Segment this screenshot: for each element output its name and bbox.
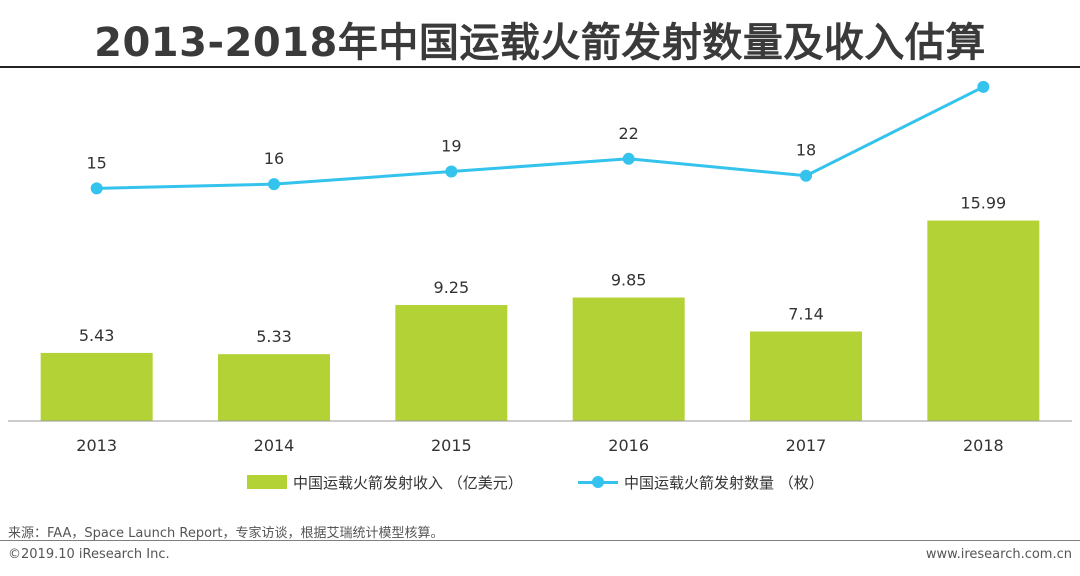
chart-title: 2013-2018年中国运载火箭发射数量及收入估算 [94, 20, 986, 66]
bar-2016 [572, 297, 685, 421]
bar-label-2013: 5.43 [79, 326, 115, 345]
line-label-2018: 39 [973, 70, 993, 71]
bar-label-2015: 9.25 [434, 278, 470, 297]
title-divider [0, 66, 1080, 68]
line-label-2017: 18 [796, 141, 816, 160]
source-note: 来源：FAA，Space Launch Report，专家访谈，根据艾瑞统计模型… [8, 526, 444, 541]
copyright-text: ©2019.10 iResearch Inc. [8, 547, 170, 562]
line-label-2013: 15 [86, 153, 106, 172]
x-tick-label-2014: 2014 [254, 436, 295, 455]
website-link[interactable]: www.iresearch.com.cn [925, 547, 1072, 562]
footer-divider [0, 540, 1080, 541]
combo-chart: 5.43 5.33 9.25 9.85 7.14 15.99 2013 2014 2015 201… [8, 70, 1072, 455]
line-point-2016 [622, 152, 635, 165]
bar-2014 [218, 354, 330, 421]
bar-2017 [750, 331, 862, 421]
bar-label-2014: 5.33 [256, 327, 292, 346]
line-point-2015 [445, 165, 458, 178]
x-tick-label-2015: 2015 [431, 436, 472, 455]
bar-label-2016: 9.85 [611, 271, 647, 290]
line-point-2018 [977, 80, 990, 93]
bar-2018 [927, 220, 1040, 421]
legend-bar-swatch [247, 475, 287, 489]
series-line-launch-count [96, 85, 985, 190]
bar-label-2017: 7.14 [788, 304, 824, 323]
line-label-2015: 19 [441, 136, 461, 155]
line-label-2016: 22 [618, 124, 638, 143]
x-tick-label-2016: 2016 [608, 436, 649, 455]
line-label-2014: 16 [264, 149, 284, 168]
bar-2015 [395, 305, 508, 421]
x-tick-label-2017: 2017 [786, 436, 827, 455]
bar-label-2018: 15.99 [960, 194, 1006, 213]
legend-item-count: 中国运载火箭发射数量 （枚） [578, 470, 824, 494]
bar-2013 [40, 352, 153, 421]
line-point-2014 [268, 178, 280, 191]
x-tick-label-2018: 2018 [963, 436, 1004, 455]
chart-legend: 中国运载火箭发射收入 （亿美元） 中国运载火箭发射数量 （枚） [0, 470, 1080, 494]
legend-label-count: 中国运载火箭发射数量 （枚） [624, 473, 824, 492]
line-point-2013 [90, 182, 103, 195]
legend-label-revenue: 中国运载火箭发射收入 （亿美元） [293, 473, 523, 492]
legend-item-revenue: 中国运载火箭发射收入 （亿美元） [247, 470, 523, 494]
line-point-2017 [800, 169, 812, 182]
x-tick-label-2013: 2013 [76, 436, 117, 455]
legend-line-swatch [578, 475, 618, 489]
